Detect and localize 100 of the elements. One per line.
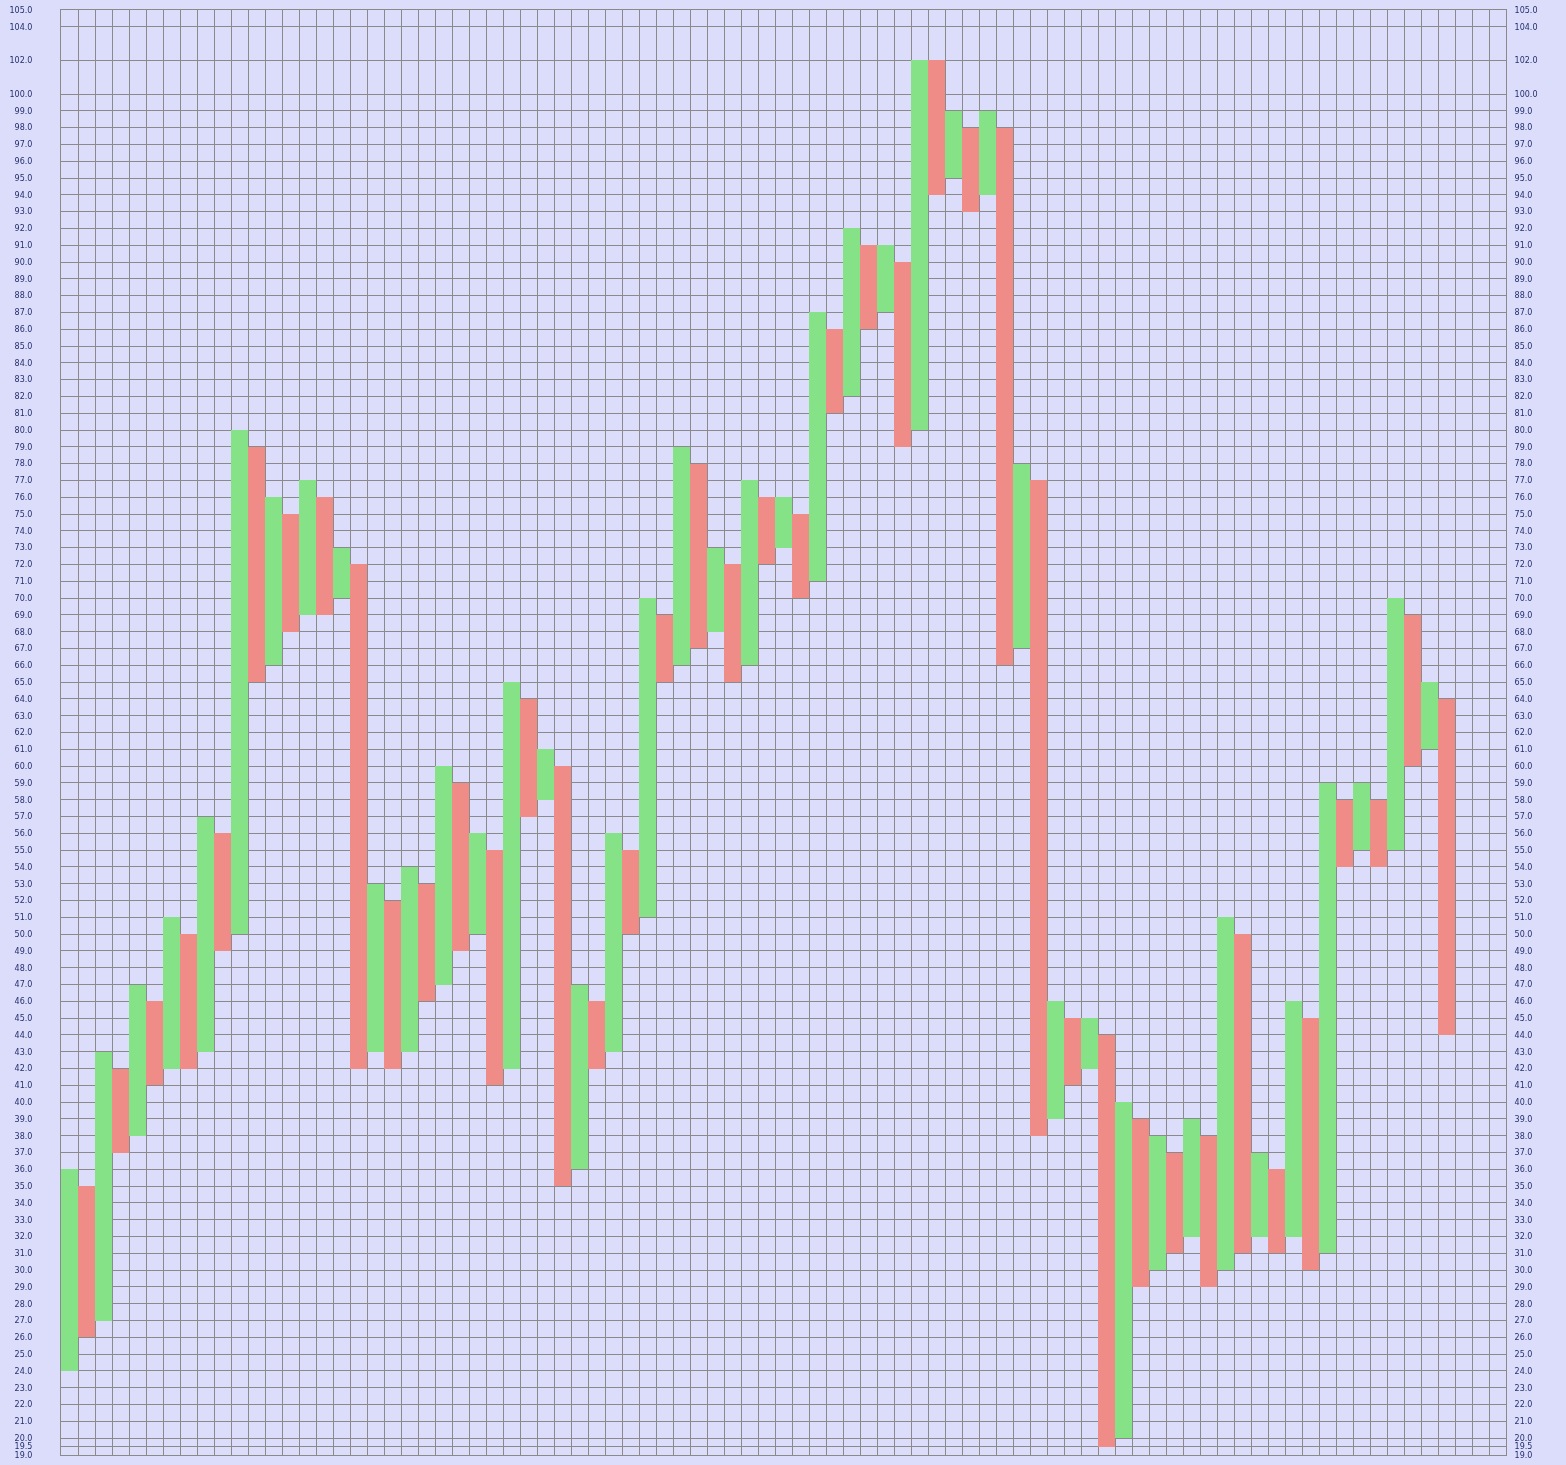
y-tick-label: 30.0	[14, 1265, 33, 1275]
y-tick-label: 45.0	[14, 1013, 33, 1023]
bar	[792, 514, 809, 598]
bar	[248, 447, 265, 682]
bar	[605, 833, 622, 1052]
bar	[231, 430, 248, 934]
y2-tick-label: 60.0	[1514, 761, 1533, 771]
y2-tick-label: 41.0	[1514, 1081, 1533, 1091]
bar	[1166, 1153, 1183, 1253]
y2-tick-label: 82.0	[1514, 392, 1533, 402]
y-tick-label: 73.0	[14, 543, 33, 553]
y-tick-label: 35.0	[14, 1181, 33, 1191]
y-tick-label: 41.0	[14, 1081, 33, 1091]
y-tick-label: 24.0	[14, 1366, 33, 1376]
bar	[877, 245, 894, 312]
bar	[214, 833, 231, 951]
y2-tick-label: 46.0	[1514, 997, 1533, 1007]
bar	[1370, 800, 1387, 867]
bar	[724, 564, 741, 682]
y-tick-label: 42.0	[14, 1064, 33, 1074]
y-tick-label: 57.0	[14, 812, 33, 822]
y-tick-label: 58.0	[14, 795, 33, 805]
y2-tick-label: 53.0	[1514, 879, 1533, 889]
y-tick-label: 62.0	[14, 728, 33, 738]
y2-tick-label: 44.0	[1514, 1030, 1533, 1040]
y2-tick-label: 36.0	[1514, 1165, 1533, 1175]
bar	[673, 447, 690, 665]
bar	[452, 783, 469, 951]
y-tick-label: 90.0	[14, 257, 33, 267]
y2-tick-label: 19.0	[1514, 1450, 1533, 1460]
y2-tick-label: 96.0	[1514, 157, 1533, 167]
bar	[282, 514, 299, 632]
y2-tick-label: 48.0	[1514, 963, 1533, 973]
y2-tick-label: 40.0	[1514, 1097, 1533, 1107]
bar	[843, 228, 860, 396]
y2-tick-label: 64.0	[1514, 694, 1533, 704]
y-tick-label: 83.0	[14, 375, 33, 385]
y2-tick-label: 99.0	[1514, 106, 1533, 116]
y2-tick-label: 105.0	[1514, 5, 1538, 15]
y-tick-label: 81.0	[14, 409, 33, 419]
y-tick-label: 89.0	[14, 274, 33, 284]
bar	[1183, 1119, 1200, 1237]
y2-tick-label: 79.0	[1514, 442, 1533, 452]
y2-tick-label: 78.0	[1514, 459, 1533, 469]
y-tick-label: 97.0	[14, 140, 33, 150]
bar	[469, 833, 486, 934]
y2-tick-label: 38.0	[1514, 1131, 1533, 1141]
bar	[61, 1169, 78, 1371]
bar	[1013, 464, 1030, 648]
bar	[962, 128, 979, 212]
y2-tick-label: 28.0	[1514, 1299, 1533, 1309]
bar	[656, 615, 673, 682]
y2-tick-label: 90.0	[1514, 257, 1533, 267]
bar	[775, 497, 792, 548]
y-tick-label: 70.0	[14, 593, 33, 603]
bar	[639, 598, 656, 917]
bar	[1115, 1102, 1132, 1438]
bar	[860, 245, 877, 329]
y-tick-label: 61.0	[14, 745, 33, 755]
bar	[333, 548, 350, 598]
y-tick-label: 99.0	[14, 106, 33, 116]
bar	[622, 850, 639, 934]
y2-tick-label: 104.0	[1514, 22, 1538, 32]
bar	[1421, 682, 1438, 749]
y2-tick-label: 67.0	[1514, 644, 1533, 654]
y2-tick-label: 21.0	[1514, 1417, 1533, 1427]
y-tick-label: 77.0	[14, 476, 33, 486]
y-tick-label: 46.0	[14, 997, 33, 1007]
y2-tick-label: 22.0	[1514, 1400, 1533, 1410]
bar	[894, 262, 911, 447]
bar	[1336, 800, 1353, 867]
bar	[571, 985, 588, 1169]
y-tick-label: 104.0	[9, 22, 33, 32]
bar	[1047, 1001, 1064, 1119]
bar	[1251, 1153, 1268, 1237]
bar	[112, 1069, 129, 1153]
y2-tick-label: 27.0	[1514, 1316, 1533, 1326]
y2-tick-label: 20.0	[1514, 1434, 1533, 1443]
y2-tick-label: 74.0	[1514, 526, 1533, 536]
y2-tick-label: 94.0	[1514, 190, 1533, 200]
bar	[1268, 1169, 1285, 1253]
y-tick-label: 39.0	[14, 1114, 33, 1124]
bar	[520, 699, 537, 817]
y-tick-label: 60.0	[14, 761, 33, 771]
y2-tick-label: 37.0	[1514, 1148, 1533, 1158]
y2-tick-label: 73.0	[1514, 543, 1533, 553]
y2-tick-label: 23.0	[1514, 1383, 1533, 1393]
y2-tick-label: 49.0	[1514, 946, 1533, 956]
bar	[1081, 1018, 1098, 1069]
y-tick-label: 84.0	[14, 358, 33, 368]
y2-tick-label: 97.0	[1514, 140, 1533, 150]
y-tick-label: 44.0	[14, 1030, 33, 1040]
y2-tick-label: 89.0	[1514, 274, 1533, 284]
y2-tick-label: 26.0	[1514, 1333, 1533, 1343]
y2-tick-label: 30.0	[1514, 1265, 1533, 1275]
y2-tick-label: 85.0	[1514, 341, 1533, 351]
y2-tick-label: 93.0	[1514, 207, 1533, 217]
bar	[350, 564, 367, 1069]
bar	[911, 60, 928, 430]
y-tick-label: 79.0	[14, 442, 33, 452]
